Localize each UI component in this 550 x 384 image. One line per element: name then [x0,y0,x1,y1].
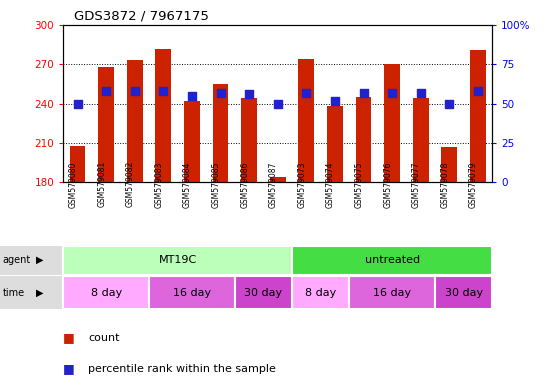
Bar [127,60,142,182]
Point [302,89,311,96]
Text: GSM579084: GSM579084 [183,161,192,207]
Text: GDS3872 / 7967175: GDS3872 / 7967175 [74,10,209,23]
Point [388,89,397,96]
Text: GSM579079: GSM579079 [469,161,478,208]
Text: ■: ■ [63,331,75,344]
Text: time: time [3,288,25,298]
Point [130,88,139,94]
Point [73,101,82,107]
Point [445,101,454,107]
Point [474,88,482,94]
Text: 30 day: 30 day [444,288,483,298]
Text: ■: ■ [63,362,75,375]
Text: GSM579073: GSM579073 [298,161,306,208]
Text: 8 day: 8 day [305,288,336,298]
Text: GSM579075: GSM579075 [355,161,364,208]
Bar [184,101,200,182]
Bar [413,98,428,182]
Bar [384,64,400,182]
Text: GSM579086: GSM579086 [240,161,249,207]
Point [216,89,225,96]
Point [159,88,168,94]
Text: GSM579074: GSM579074 [326,161,335,208]
Bar [98,67,114,182]
Point [102,88,111,94]
Point [359,89,368,96]
Text: GSM579083: GSM579083 [155,161,163,207]
Text: GSM579078: GSM579078 [441,161,449,207]
Bar [327,106,343,182]
Text: percentile rank within the sample: percentile rank within the sample [88,364,276,374]
Text: ▶: ▶ [36,288,43,298]
Text: GSM579082: GSM579082 [126,161,135,207]
Text: GSM579085: GSM579085 [212,161,221,207]
Text: 30 day: 30 day [244,288,283,298]
Text: ▶: ▶ [36,255,43,265]
Point [245,91,254,97]
Point [331,98,339,104]
Bar [470,50,486,182]
Bar [270,177,285,182]
Bar [213,84,228,182]
Text: GSM579087: GSM579087 [269,161,278,207]
Text: GSM579080: GSM579080 [69,161,78,207]
Point [273,101,282,107]
Bar [442,147,457,182]
Text: GSM579076: GSM579076 [383,161,392,208]
Point [188,93,196,99]
Text: GSM579077: GSM579077 [412,161,421,208]
Text: 16 day: 16 day [173,288,211,298]
Text: 16 day: 16 day [373,288,411,298]
Text: 8 day: 8 day [91,288,122,298]
Bar [356,97,371,182]
Bar [70,146,85,182]
Text: GSM579081: GSM579081 [97,161,106,207]
Bar [299,59,314,182]
Bar [156,48,171,182]
Text: untreated: untreated [365,255,420,265]
Text: count: count [88,333,119,343]
Point [416,89,425,96]
Bar [241,98,257,182]
Text: agent: agent [3,255,31,265]
Text: MT19C: MT19C [158,255,197,265]
